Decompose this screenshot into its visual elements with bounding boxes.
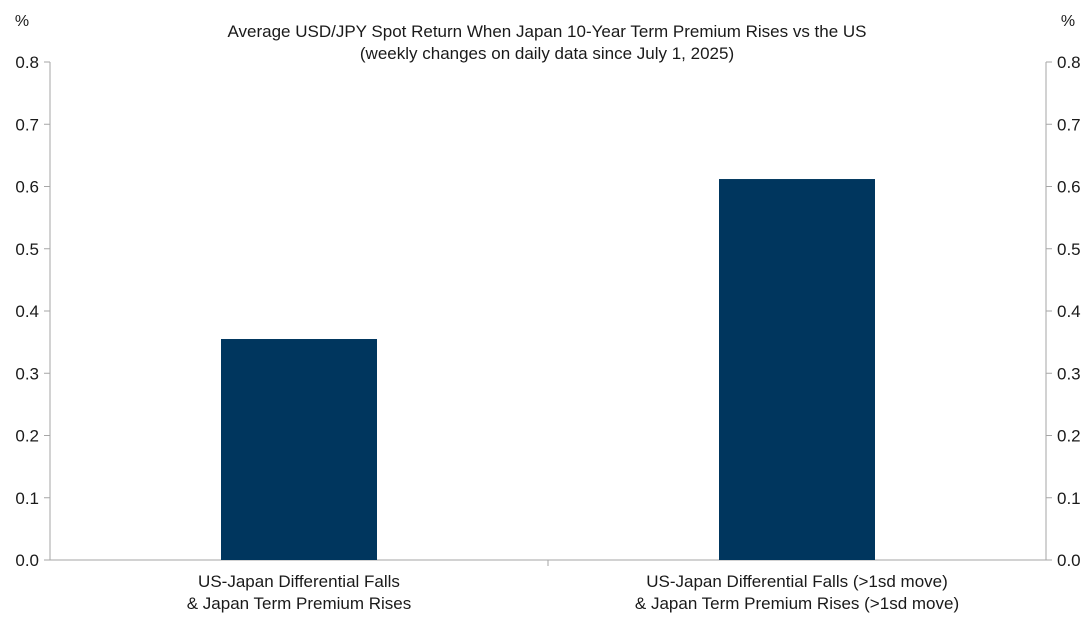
axes-layer xyxy=(44,61,1052,566)
y-tick-label-right: 0.2 xyxy=(1057,427,1081,446)
bar xyxy=(221,339,377,560)
labels-layer: 0.0 0.0 0.1 0.1 0.2 0.2 0.3 0.3 0.4 0.4 0.5 0.5 0.6 0… xyxy=(15,53,1080,613)
y-tick-label-right: 0.3 xyxy=(1057,364,1081,383)
y-tick-label-right: 0.6 xyxy=(1057,178,1081,197)
chart-subtitle: (weekly changes on daily data since July… xyxy=(360,44,734,63)
y-tick-label-left: 0.4 xyxy=(15,302,39,321)
bars-layer xyxy=(221,179,875,560)
y-tick-label-left: 0.5 xyxy=(15,240,39,259)
y-tick-label-left: 0.1 xyxy=(15,489,39,508)
x-category-label: US-Japan Differential Falls (>1sd move) xyxy=(646,572,948,591)
x-category-label: & Japan Term Premium Rises xyxy=(187,594,412,613)
y-tick-label-right: 0.7 xyxy=(1057,115,1081,134)
y-tick-label-right: 0.4 xyxy=(1057,302,1081,321)
chart-title: Average USD/JPY Spot Return When Japan 1… xyxy=(227,22,866,41)
y-tick-label-right: 0.0 xyxy=(1057,551,1081,570)
y-axis-unit-right: % xyxy=(1061,13,1075,30)
y-tick-label-left: 0.8 xyxy=(15,53,39,72)
y-tick-label-right: 0.8 xyxy=(1057,53,1081,72)
y-tick-label-right: 0.5 xyxy=(1057,240,1081,259)
y-tick-label-left: 0.0 xyxy=(15,551,39,570)
y-tick-label-left: 0.2 xyxy=(15,427,39,446)
y-tick-label-left: 0.6 xyxy=(15,178,39,197)
y-axis-unit-left: % xyxy=(15,13,29,30)
y-tick-label-left: 0.3 xyxy=(15,364,39,383)
y-tick-label-right: 0.1 xyxy=(1057,489,1081,508)
x-category-label: US-Japan Differential Falls xyxy=(198,572,400,591)
x-category-label: & Japan Term Premium Rises (>1sd move) xyxy=(635,594,959,613)
bar xyxy=(719,179,875,560)
y-tick-label-left: 0.7 xyxy=(15,115,39,134)
